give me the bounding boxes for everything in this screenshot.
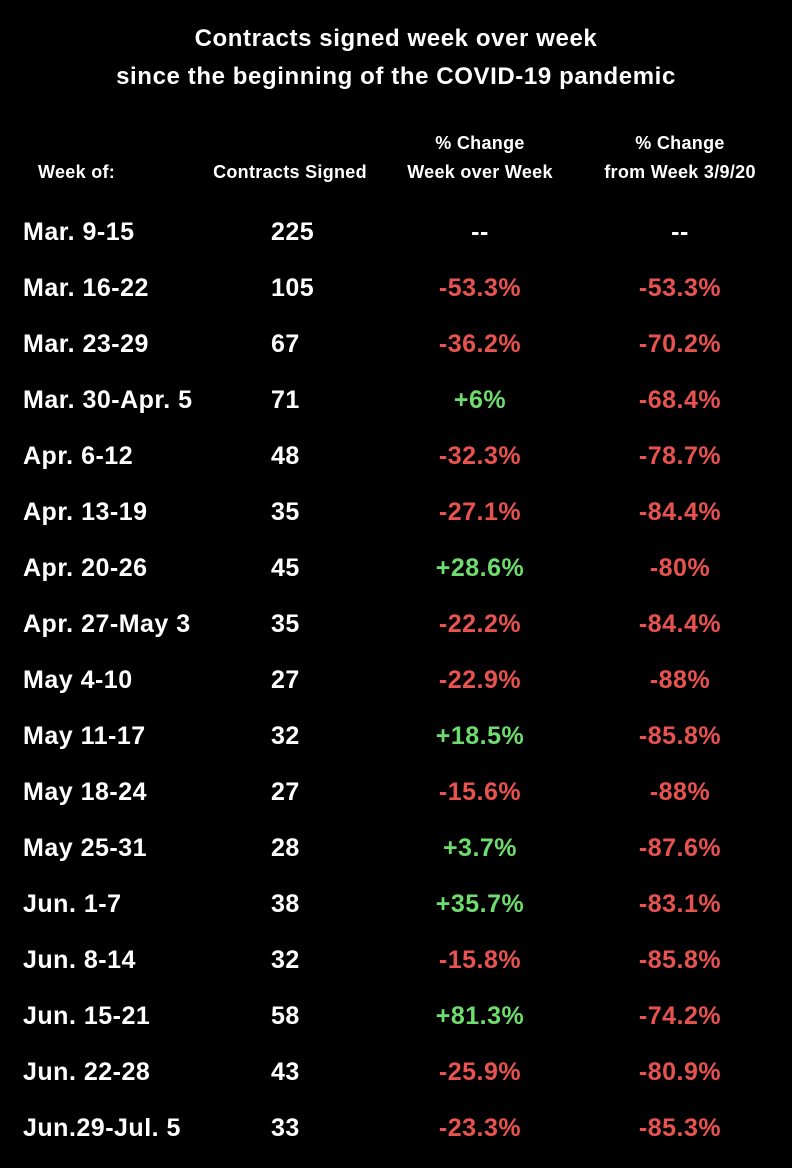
table-row: Mar. 16-22 105 -53.3% -53.3% xyxy=(0,260,780,316)
table-row: Mar. 30-Apr. 5 71 +6% -68.4% xyxy=(0,372,780,428)
header-week-of: Week of: xyxy=(38,162,116,182)
table-row: May 11-17 32 +18.5% -85.8% xyxy=(0,708,780,764)
base-change-cell: -68.4% xyxy=(638,385,722,414)
wow-change-cell: -53.3% xyxy=(438,273,522,302)
base-change-cell: -70.2% xyxy=(638,329,722,358)
contracts-cell: 27 xyxy=(271,777,300,806)
table-row: Jun. 15-21 58 +81.3% -74.2% xyxy=(0,988,780,1044)
wow-change-cell: -23.3% xyxy=(438,1113,522,1142)
table-row: Apr. 27-May 3 35 -22.2% -84.4% xyxy=(0,596,780,652)
wow-change-cell: +28.6% xyxy=(435,553,525,582)
header-pct-change-base-line1: % Change xyxy=(635,133,725,153)
base-change-cell: -83.1% xyxy=(638,889,722,918)
header-pct-change-wow-line1: % Change xyxy=(435,133,525,153)
base-change-cell: -74.2% xyxy=(638,1001,722,1030)
table-header-row: Week of: Contracts Signed % Change Week … xyxy=(0,129,780,187)
base-change-cell: -85.8% xyxy=(638,721,722,750)
header-pct-change-wow: % Change Week over Week xyxy=(380,129,580,187)
week-cell: Apr. 20-26 xyxy=(23,553,148,582)
contracts-cell: 35 xyxy=(271,609,300,638)
base-change-cell: -85.3% xyxy=(638,1113,722,1142)
table-row: Mar. 23-29 67 -36.2% -70.2% xyxy=(0,316,780,372)
contracts-cell: 71 xyxy=(271,385,300,414)
table-row: May 4-10 27 -22.9% -88% xyxy=(0,652,780,708)
week-cell: May 18-24 xyxy=(23,777,148,806)
week-cell: Mar. 9-15 xyxy=(23,217,135,246)
wow-change-cell: -22.2% xyxy=(438,609,522,638)
wow-change-cell: -22.9% xyxy=(438,665,522,694)
wow-change-cell: +3.7% xyxy=(442,833,518,862)
contracts-cell: 58 xyxy=(271,1001,300,1030)
contracts-cell: 32 xyxy=(271,945,300,974)
title-line-1: Contracts signed week over week xyxy=(194,25,598,52)
table-row: May 25-31 28 +3.7% -87.6% xyxy=(0,820,780,876)
table-row: Mar. 9-15 225 -- -- xyxy=(0,204,780,260)
wow-change-cell: -- xyxy=(471,217,489,246)
table-row: Jun. 22-28 43 -25.9% -80.9% xyxy=(0,1044,780,1100)
contracts-cell: 33 xyxy=(271,1113,300,1142)
week-cell: Mar. 30-Apr. 5 xyxy=(23,385,193,414)
base-change-cell: -85.8% xyxy=(638,945,722,974)
week-cell: Jun. 1-7 xyxy=(23,889,122,918)
wow-change-cell: -27.1% xyxy=(438,497,522,526)
week-cell: May 4-10 xyxy=(23,665,133,694)
contracts-cell: 32 xyxy=(271,721,300,750)
contracts-cell: 43 xyxy=(271,1057,300,1086)
wow-change-cell: -15.8% xyxy=(438,945,522,974)
table-row: Jun. 8-14 32 -15.8% -85.8% xyxy=(0,932,780,988)
wow-change-cell: +6% xyxy=(453,385,507,414)
base-change-cell: -87.6% xyxy=(638,833,722,862)
contracts-cell: 38 xyxy=(271,889,300,918)
table-row: Apr. 20-26 45 +28.6% -80% xyxy=(0,540,780,596)
table-row: Jun. 1-7 38 +35.7% -83.1% xyxy=(0,876,780,932)
wow-change-cell: -25.9% xyxy=(438,1057,522,1086)
header-pct-change-wow-line2: Week over Week xyxy=(407,162,553,182)
week-cell: Jun. 22-28 xyxy=(23,1057,151,1086)
title-line-2: since the beginning of the COVID-19 pand… xyxy=(116,63,676,90)
table-body: Mar. 9-15 225 -- -- Mar. 16-22 105 -53.3% -53.3… xyxy=(0,204,792,1156)
table-row: May 18-24 27 -15.6% -88% xyxy=(0,764,780,820)
wow-change-cell: -32.3% xyxy=(438,441,522,470)
base-change-cell: -84.4% xyxy=(638,497,722,526)
table-row: Apr. 6-12 48 -32.3% -78.7% xyxy=(0,428,780,484)
wow-change-cell: +18.5% xyxy=(435,721,525,750)
week-cell: Jun. 15-21 xyxy=(23,1001,151,1030)
week-cell: Apr. 6-12 xyxy=(23,441,134,470)
header-pct-change-base-line2: from Week 3/9/20 xyxy=(604,162,756,182)
contracts-cell: 67 xyxy=(271,329,300,358)
base-change-cell: -88% xyxy=(649,777,711,806)
header-contracts-signed: Contracts Signed xyxy=(213,162,367,182)
week-cell: Apr. 27-May 3 xyxy=(23,609,191,638)
contracts-cell: 35 xyxy=(271,497,300,526)
table-row: Apr. 13-19 35 -27.1% -84.4% xyxy=(0,484,780,540)
contracts-cell: 225 xyxy=(271,217,315,246)
week-cell: Mar. 23-29 xyxy=(23,329,149,358)
base-change-cell: -80.9% xyxy=(638,1057,722,1086)
page-title: Contracts signed week over week since th… xyxy=(0,0,792,96)
contracts-cell: 105 xyxy=(271,273,315,302)
base-change-cell: -53.3% xyxy=(638,273,722,302)
wow-change-cell: +35.7% xyxy=(435,889,525,918)
week-cell: Apr. 13-19 xyxy=(23,497,148,526)
contracts-cell: 27 xyxy=(271,665,300,694)
week-cell: Jun.29-Jul. 5 xyxy=(23,1113,181,1142)
week-cell: Jun. 8-14 xyxy=(23,945,136,974)
wow-change-cell: +81.3% xyxy=(435,1001,525,1030)
week-cell: May 25-31 xyxy=(23,833,148,862)
wow-change-cell: -36.2% xyxy=(438,329,522,358)
table-row: Jun.29-Jul. 5 33 -23.3% -85.3% xyxy=(0,1100,780,1156)
base-change-cell: -78.7% xyxy=(638,441,722,470)
week-cell: Mar. 16-22 xyxy=(23,273,149,302)
contracts-cell: 45 xyxy=(271,553,300,582)
wow-change-cell: -15.6% xyxy=(438,777,522,806)
header-pct-change-from-base: % Change from Week 3/9/20 xyxy=(580,129,780,187)
contracts-cell: 28 xyxy=(271,833,300,862)
contracts-cell: 48 xyxy=(271,441,300,470)
base-change-cell: -88% xyxy=(649,665,711,694)
base-change-cell: -80% xyxy=(649,553,711,582)
week-cell: May 11-17 xyxy=(23,721,146,750)
base-change-cell: -84.4% xyxy=(638,609,722,638)
base-change-cell: -- xyxy=(671,217,689,246)
